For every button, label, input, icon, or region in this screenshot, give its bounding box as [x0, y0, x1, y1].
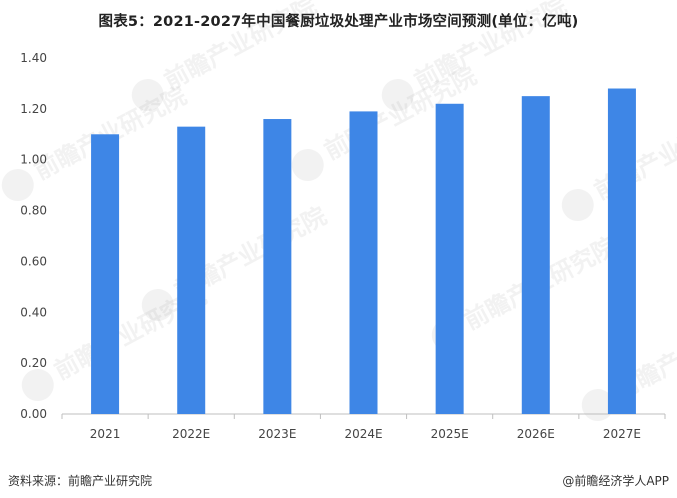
y-tick-label: 1.00: [20, 153, 47, 167]
svg-text:前瞻产业研究院: 前瞻产业研究院: [160, 0, 321, 95]
y-tick-label: 0.20: [20, 356, 47, 370]
chart-title: 图表5：2021-2027年中国餐厨垃圾处理产业市场空间预测(单位：亿吨): [98, 14, 579, 30]
svg-text:前瞻产业研究院: 前瞻产业研究院: [410, 0, 571, 95]
y-tick-label: 0.40: [20, 305, 47, 319]
watermark: 前瞻产业研究院: [131, 0, 321, 112]
brand-credit: @前瞻经济学人APP: [562, 474, 669, 488]
bar-2021: [91, 134, 120, 415]
bar-2023E: [263, 119, 292, 415]
y-tick-label: 1.40: [20, 51, 47, 65]
bar-2024E: [349, 111, 378, 415]
bar-2025E: [435, 103, 464, 415]
y-tick-label: 0.80: [20, 204, 47, 218]
x-tick-label: 2024E: [344, 427, 382, 441]
x-tick-label: 2022E: [172, 427, 210, 441]
x-tick-label: 2025E: [431, 427, 469, 441]
y-tick-label: 1.20: [20, 102, 47, 116]
axes: [61, 413, 666, 419]
y-tick-label: 0.60: [20, 254, 47, 268]
x-tick-label: 2026E: [517, 427, 555, 441]
y-tick-labels: 0.00 0.20 0.40 0.60 0.80 1.00 1.20 1.40: [20, 51, 47, 421]
bar-2026E: [521, 96, 550, 415]
x-tick-label: 2027E: [603, 427, 641, 441]
x-tick-labels: 2021 2022E 2023E 2024E 2025E 2026E 2027E: [90, 427, 641, 441]
source-note: 资料来源：前瞻产业研究院: [8, 474, 153, 488]
bar-2027E: [607, 88, 636, 414]
x-tick-label: 2023E: [258, 427, 296, 441]
bar-2022E: [177, 126, 206, 415]
x-tick-label: 2021: [90, 427, 121, 441]
y-tick-label: 0.00: [20, 407, 47, 421]
bars: [91, 88, 636, 415]
